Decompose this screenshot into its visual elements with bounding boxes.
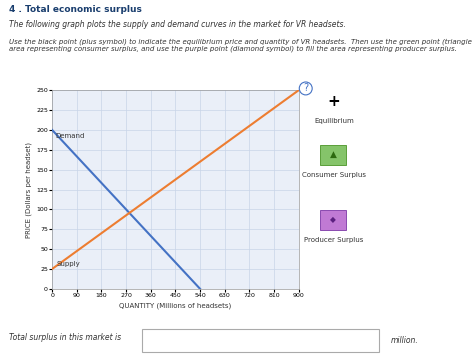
Text: million.: million.: [391, 336, 419, 344]
Y-axis label: PRICE (Dollars per headset): PRICE (Dollars per headset): [26, 142, 32, 238]
Text: Use the black point (plus symbol) to indicate the equilibrium price and quantity: Use the black point (plus symbol) to ind…: [9, 38, 474, 52]
Text: +: +: [328, 93, 340, 109]
Text: ◆: ◆: [330, 215, 336, 224]
X-axis label: QUANTITY (Millions of headsets): QUANTITY (Millions of headsets): [119, 302, 231, 309]
Text: ▲: ▲: [329, 150, 337, 159]
Text: Producer Surplus: Producer Surplus: [304, 237, 364, 243]
Text: Supply: Supply: [56, 261, 80, 266]
Text: Total surplus in this market is: Total surplus in this market is: [9, 333, 122, 342]
Text: $: $: [149, 335, 156, 345]
Text: Demand: Demand: [55, 133, 85, 139]
Text: 4 . Total economic surplus: 4 . Total economic surplus: [9, 5, 142, 14]
Text: Equilibrium: Equilibrium: [314, 118, 354, 124]
Text: The following graph plots the supply and demand curves in the market for VR head: The following graph plots the supply and…: [9, 20, 346, 29]
Text: ?: ?: [303, 83, 308, 93]
Text: Consumer Surplus: Consumer Surplus: [302, 172, 366, 178]
